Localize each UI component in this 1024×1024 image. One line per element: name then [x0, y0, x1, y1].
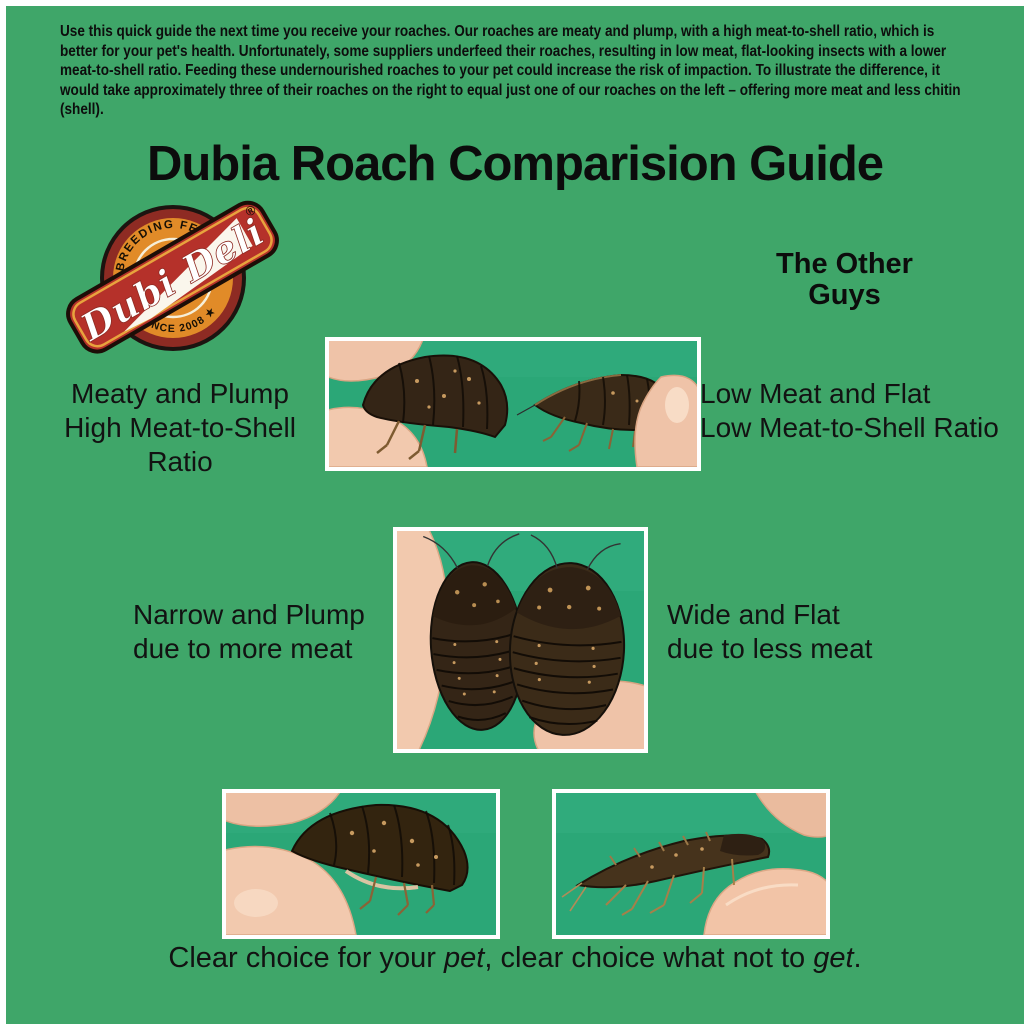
dubi-deli-logo: BREEDING FEEDERS ★ SINCE 2008 ★ Dubi Del…: [66, 200, 286, 365]
row1-right-label-line1: Low Meat and Flat: [700, 378, 931, 409]
row1-right-label: Low Meat and Flat Low Meat-to-Shell Rati…: [700, 377, 1012, 445]
row1-right-label-line2: Low Meat-to-Shell Ratio: [700, 412, 999, 443]
row1-left-label-line1: Meaty and Plump: [71, 378, 289, 409]
green-canvas: Use this quick guide the next time you r…: [6, 6, 1024, 1024]
row1-left-label: Meaty and Plump High Meat-to-Shell Ratio: [30, 377, 330, 479]
other-guys-line2: Guys: [808, 279, 881, 311]
flat-roach-side-view: [516, 373, 671, 452]
other-guys-header: The Other Guys: [712, 249, 977, 311]
row3-right-photo-illustration: [556, 793, 826, 935]
row2-left-label-line2: due to more meat: [133, 633, 353, 664]
row2-right-label-line2: due to less meat: [667, 633, 873, 664]
row3-left-photo: [222, 789, 500, 939]
page-title: Dubia Roach Comparision Guide: [146, 137, 884, 191]
other-guys-line1: The Other: [776, 248, 913, 280]
finger-highlight: [234, 889, 278, 917]
plump-roach-side-view: [361, 354, 509, 460]
row2-right-label: Wide and Flat due to less meat: [667, 598, 947, 666]
row2-left-label: Narrow and Plump due to more meat: [133, 598, 413, 666]
banner-white-swoosh: [124, 218, 253, 332]
row1-left-label-line2: High Meat-to-Shell Ratio: [64, 412, 296, 477]
row2-left-label-line1: Narrow and Plump: [133, 599, 365, 630]
row2-comparison-photo: [393, 527, 648, 753]
finger-top-right: [755, 793, 826, 838]
flat-roach-side-view: [561, 831, 771, 916]
finger-top-left: [226, 793, 341, 827]
fingertip-highlight: [725, 883, 799, 907]
roach-underside: [344, 869, 419, 891]
row2-photo-illustration: [397, 531, 644, 749]
bottom-caption: Clear choice for your pet, clear choice …: [168, 942, 862, 974]
wide-roach-top-view: [508, 534, 626, 736]
roach-pronotum: [720, 833, 766, 856]
narrow-roach-top-view: [422, 533, 525, 731]
row2-right-label-line1: Wide and Flat: [667, 599, 840, 630]
intro-paragraph: Use this quick guide the next time you r…: [60, 23, 961, 118]
row1-comparison-photo: [325, 337, 701, 471]
finger-highlight: [665, 387, 689, 423]
row3-left-photo-illustration: [226, 793, 496, 935]
row1-photo-illustration: [329, 341, 697, 467]
dubi-deli-badge: BREEDING FEEDERS ★ SINCE 2008 ★ Dubi Del…: [66, 200, 279, 354]
plump-roach-side-view: [290, 803, 469, 916]
row3-right-photo: [552, 789, 830, 939]
